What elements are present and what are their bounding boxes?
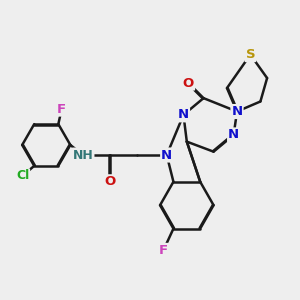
Text: N: N bbox=[178, 108, 189, 122]
Text: O: O bbox=[104, 175, 116, 188]
Text: N: N bbox=[231, 105, 243, 118]
Text: O: O bbox=[183, 76, 194, 90]
Text: N: N bbox=[228, 128, 239, 141]
Text: S: S bbox=[246, 48, 255, 61]
Text: F: F bbox=[159, 244, 168, 257]
Text: Cl: Cl bbox=[16, 169, 29, 182]
Text: F: F bbox=[57, 103, 66, 116]
Text: N: N bbox=[161, 148, 172, 161]
Text: NH: NH bbox=[73, 148, 94, 161]
